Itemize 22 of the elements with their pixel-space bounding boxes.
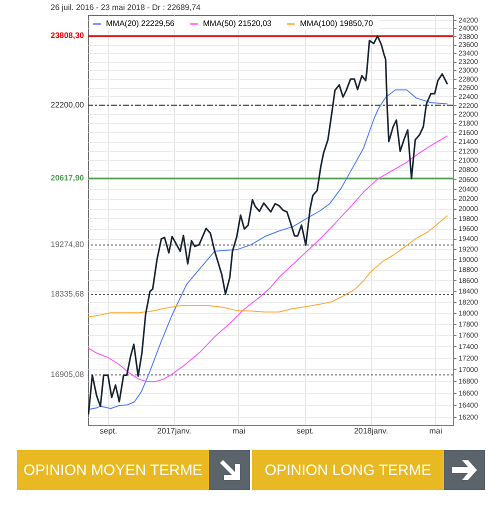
ref-line-label: 19274,80 xyxy=(50,240,85,250)
ref-line-label: 16905,08 xyxy=(50,370,85,379)
legend-label: MMA(20) 22229,56 xyxy=(106,19,176,28)
ref-line-label: 18335,68 xyxy=(50,289,85,298)
x-tick-label: 2018janv. xyxy=(354,426,388,436)
ref-line-label: 20617,90 xyxy=(50,173,85,182)
x-tick-label: 2017janv. xyxy=(157,426,192,436)
line-series xyxy=(88,35,448,414)
x-tick-label: mai xyxy=(429,426,442,436)
chart-title: 26 juil. 2016 - 23 mai 2018 - Dr : 22689,74 xyxy=(50,3,202,12)
text: OPINION MOYEN TERME xyxy=(22,460,204,480)
line-series xyxy=(88,215,448,318)
x-tick-label: sept. xyxy=(100,426,118,436)
x-tick-label: mai xyxy=(232,426,246,436)
legend-label: MMA(100) 19850,70 xyxy=(300,19,374,28)
text: OPINION LONG TERME xyxy=(264,460,432,480)
line-series xyxy=(88,89,448,410)
x-tick-label: sept. xyxy=(296,426,314,436)
line-series xyxy=(88,136,448,382)
legend-label: MMA(50) 21520,03 xyxy=(203,19,272,28)
ref-line-label: 22200,00 xyxy=(50,100,85,110)
ref-line-label: 23808,30 xyxy=(50,31,85,40)
